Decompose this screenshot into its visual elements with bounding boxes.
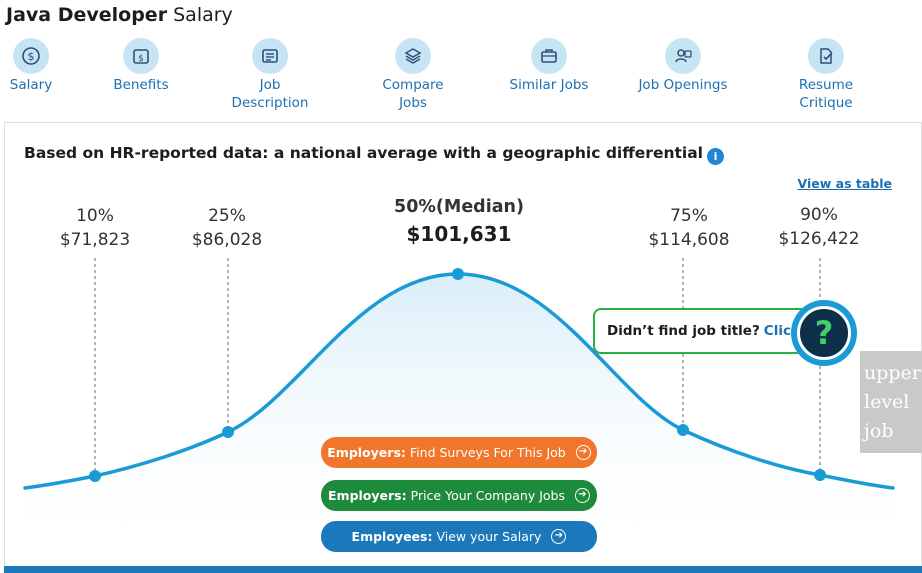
- svg-text:$: $: [28, 50, 35, 63]
- callout-text: Didn’t find job title?: [607, 323, 760, 339]
- percentile-label: 75%: [670, 206, 708, 226]
- employers-find-surveys-button[interactable]: Employers: Find Surveys For This Job ➔: [321, 437, 597, 468]
- percentile-75-point[interactable]: [677, 424, 689, 436]
- nav-salary[interactable]: $ Salary: [0, 38, 91, 94]
- percentile-value: $71,823: [59, 230, 131, 250]
- arrow-right-icon: ➔: [574, 488, 590, 503]
- employees-view-salary-button[interactable]: Employees: View your Salary ➔: [321, 521, 597, 552]
- wallet-icon: $: [123, 38, 159, 74]
- document-icon: [252, 38, 288, 74]
- percentile-90-point[interactable]: [814, 469, 826, 481]
- percentile-value: $114,608: [648, 230, 730, 250]
- dollar-icon: $: [13, 38, 49, 74]
- page-title: Java Developer Salary: [6, 4, 233, 26]
- percentile-25: 25% $86,028: [172, 204, 282, 252]
- upper-level-job-tag[interactable]: upper level job: [860, 351, 922, 453]
- arrow-right-icon: ➔: [575, 445, 591, 460]
- info-icon[interactable]: i: [706, 148, 724, 165]
- percentile-25-point[interactable]: [222, 426, 234, 438]
- arrow-right-icon: ➔: [551, 529, 567, 544]
- nav-job-openings[interactable]: Job Openings: [623, 38, 743, 94]
- help-question-button[interactable]: ?: [791, 300, 857, 366]
- percentile-10-point[interactable]: [89, 470, 101, 482]
- svg-text:$: $: [138, 54, 144, 64]
- percentile-90: 90% $126,422: [764, 203, 874, 251]
- percentile-value: $101,631: [406, 222, 512, 246]
- callout-click-link[interactable]: Click: [763, 323, 800, 339]
- percentile-10: 10% $71,823: [40, 204, 150, 252]
- bottom-bar: [4, 566, 922, 573]
- curve-area: [25, 274, 893, 560]
- people-icon: [665, 38, 701, 74]
- chart-heading: Based on HR-reported data: a national av…: [24, 144, 724, 165]
- percentile-label: 25%: [208, 206, 246, 226]
- percentile-label: 10%: [76, 206, 114, 226]
- briefcase-icon: [531, 38, 567, 74]
- view-as-table-link[interactable]: View as table: [797, 176, 892, 191]
- nav-resume-critique[interactable]: Resume Critique: [766, 38, 886, 112]
- percentile-label: 90%: [800, 205, 838, 225]
- question-mark-icon: ?: [797, 306, 851, 360]
- percentile-50-median: 50%(Median) $101,631: [374, 195, 544, 246]
- nav-compare-jobs[interactable]: Compare Jobs: [353, 38, 473, 112]
- percentile-75: 75% $114,608: [634, 204, 744, 252]
- resume-check-icon: [808, 38, 844, 74]
- nav-similar-jobs[interactable]: Similar Jobs: [489, 38, 609, 94]
- nav-benefits[interactable]: $ Benefits: [81, 38, 201, 94]
- percentile-value: $86,028: [191, 230, 263, 250]
- employers-price-jobs-button[interactable]: Employers: Price Your Company Jobs ➔: [321, 480, 597, 511]
- job-title-help-callout: Didn’t find job title? Click: [593, 308, 817, 354]
- percentile-label: 50%(Median): [394, 197, 524, 217]
- nav-job-description[interactable]: Job Description: [210, 38, 330, 112]
- percentile-value: $126,422: [778, 229, 860, 249]
- layers-icon: [395, 38, 431, 74]
- percentile-50-point[interactable]: [452, 268, 464, 280]
